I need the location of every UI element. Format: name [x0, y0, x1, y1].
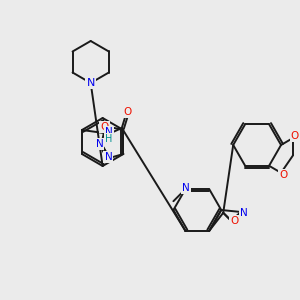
- Text: O: O: [124, 107, 132, 117]
- Text: N: N: [86, 78, 95, 88]
- Text: O: O: [291, 131, 299, 141]
- Text: O: O: [100, 122, 109, 132]
- Text: N: N: [105, 127, 113, 137]
- Text: N: N: [104, 152, 112, 162]
- Text: H: H: [105, 134, 112, 144]
- Text: N: N: [182, 183, 190, 193]
- Text: N: N: [240, 208, 248, 218]
- Text: O: O: [279, 170, 287, 180]
- Text: O: O: [230, 216, 238, 226]
- Text: N: N: [96, 139, 103, 149]
